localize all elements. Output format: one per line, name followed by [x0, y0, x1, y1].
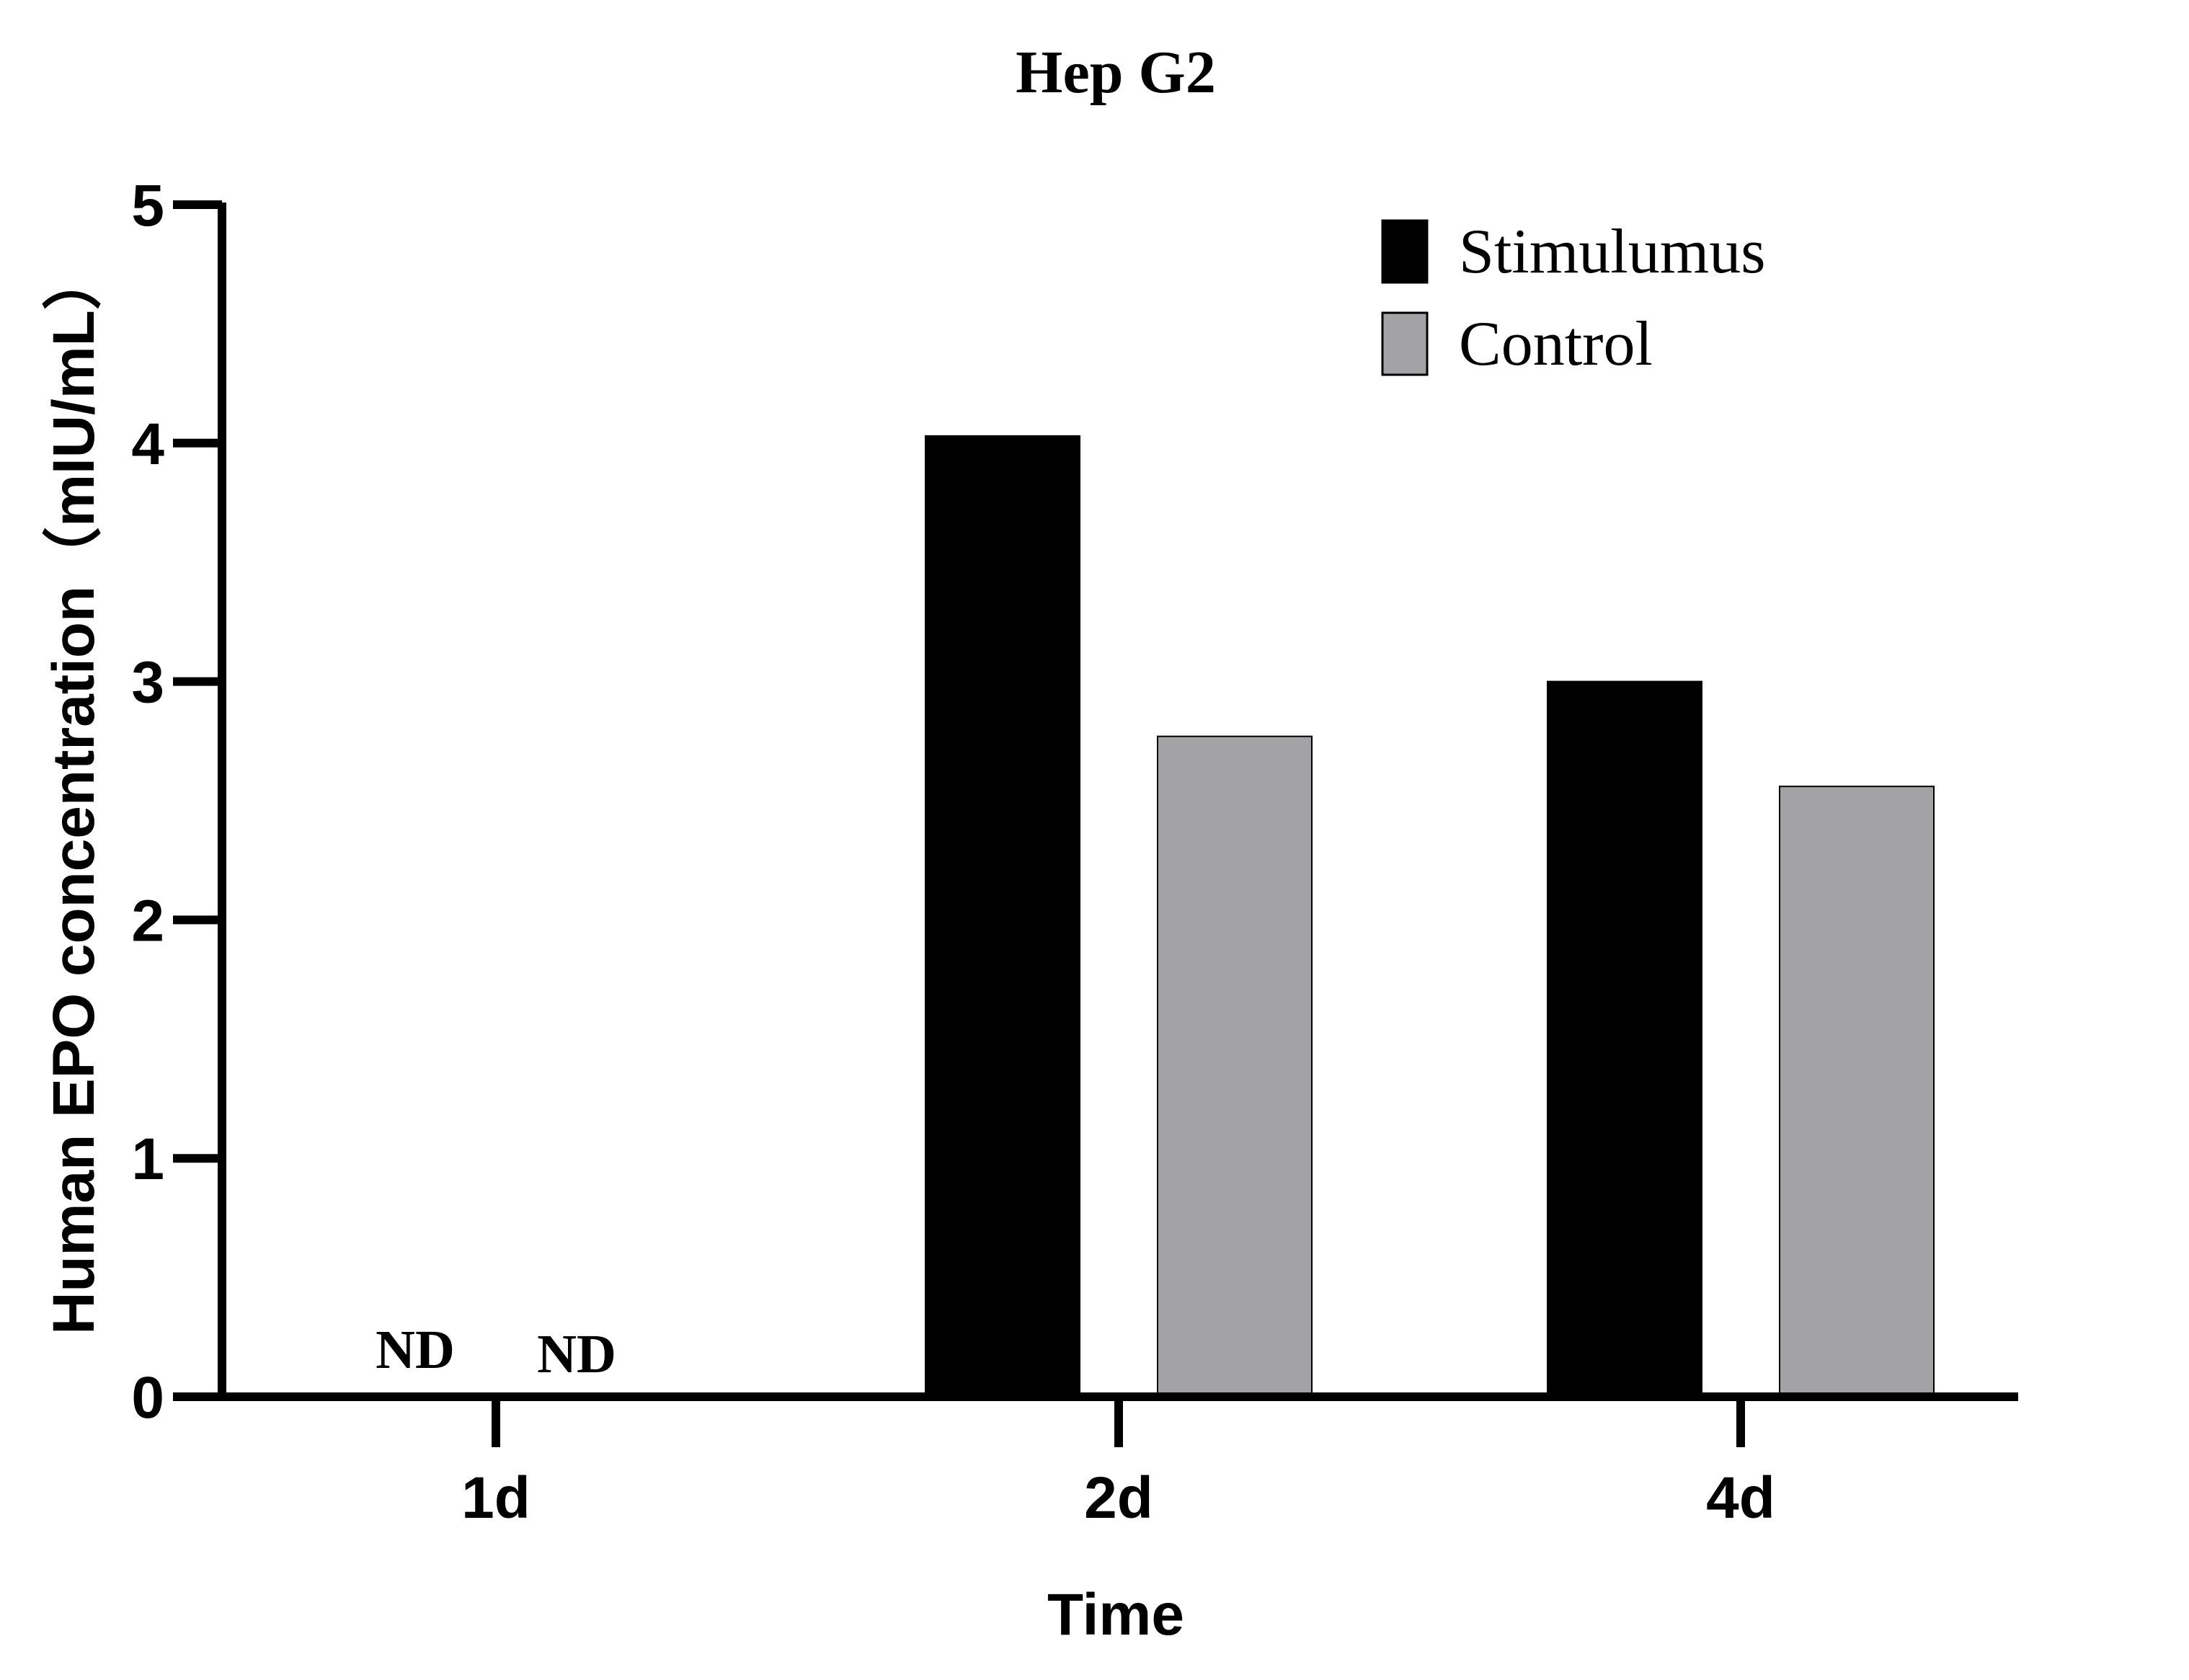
x-tick-label: 4d: [1706, 1465, 1775, 1531]
y-tick-label: 0: [131, 1365, 164, 1431]
chart-title: Hep G2: [1016, 39, 1216, 106]
bar-stimulumus-4d: [1547, 680, 1702, 1397]
legend-label-control: Control: [1459, 309, 1653, 379]
x-axis-title: Time: [1047, 1582, 1184, 1648]
y-tick-label: 5: [131, 173, 164, 239]
annotations-layer: ND ND: [376, 1320, 616, 1385]
bar-stimulumus-2d: [925, 435, 1080, 1397]
legend-label-stimulumus: Stimulumus: [1459, 217, 1765, 287]
legend-swatch-control: [1381, 311, 1429, 376]
axes-layer: 0 1 2 3 4 5 1d 2d 4d: [131, 173, 2018, 1531]
annotation-nd-stimulumus: ND: [376, 1320, 455, 1380]
x-tick-label: 2d: [1084, 1465, 1153, 1531]
annotation-nd-control: ND: [537, 1324, 616, 1385]
bar-control-4d: [1779, 786, 1935, 1397]
y-tick-label: 2: [131, 888, 164, 954]
bar-control-2d: [1157, 735, 1313, 1397]
legend: Stimulumus Control: [1381, 217, 1765, 379]
y-tick-label: 1: [131, 1126, 164, 1192]
bars-layer: [925, 435, 1935, 1397]
y-axis-title: Human EPO concentration（mIU/mL）: [41, 251, 107, 1335]
y-tick-label: 3: [131, 650, 164, 716]
x-tick-label: 1d: [461, 1465, 530, 1531]
y-tick-label: 4: [131, 412, 164, 477]
legend-swatch-stimulumus: [1381, 219, 1429, 284]
